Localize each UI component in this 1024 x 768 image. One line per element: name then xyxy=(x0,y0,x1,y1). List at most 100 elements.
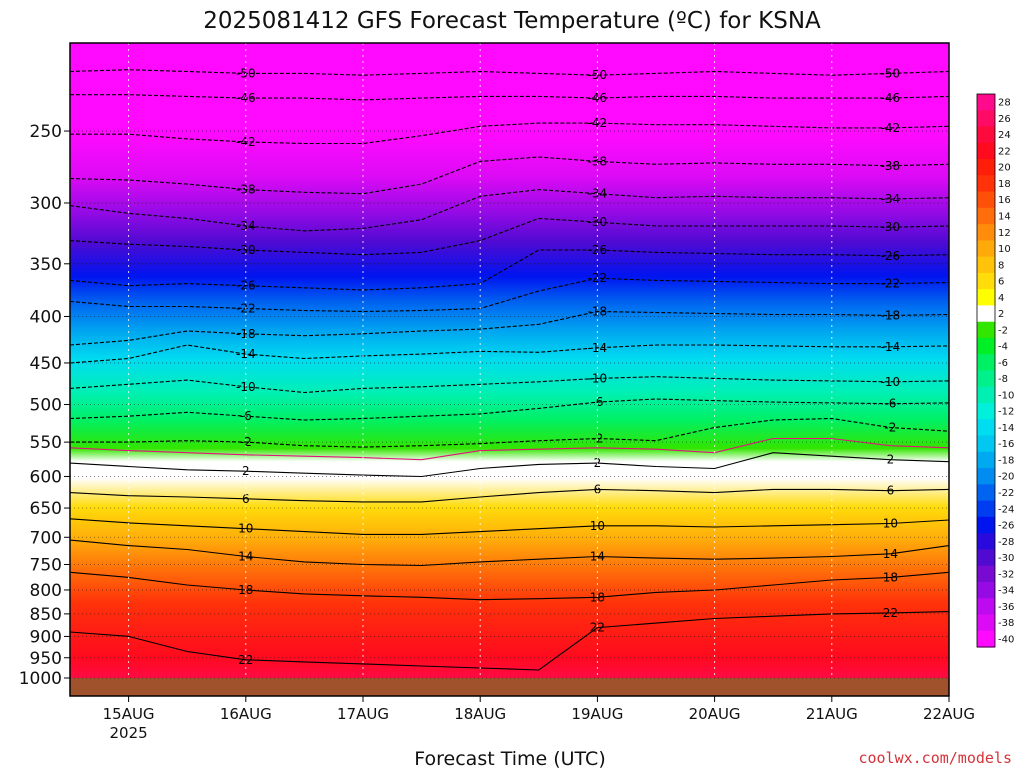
colorbar-label: -16 xyxy=(998,439,1014,450)
isotherm-14 xyxy=(70,539,949,567)
y-tick-label: 1000 xyxy=(19,669,62,689)
colorbar-swatch xyxy=(977,468,995,485)
isotherm-label: -38 xyxy=(588,154,608,168)
colorbar-swatch xyxy=(977,565,995,583)
colorbar-label: -14 xyxy=(998,423,1014,434)
isotherm--18 xyxy=(70,310,949,346)
isotherm-2 xyxy=(70,452,949,478)
isotherm-label: 10 xyxy=(883,517,898,531)
colorbar-label: -32 xyxy=(998,569,1014,580)
colorbar-swatch xyxy=(977,451,995,469)
isotherm--2 xyxy=(70,417,949,448)
colorbar-label: 6 xyxy=(998,277,1004,288)
isotherm-label: -14 xyxy=(588,341,608,355)
colorbar-swatch xyxy=(977,598,995,616)
colorbar-swatch xyxy=(977,370,995,388)
colorbar-label: -34 xyxy=(998,586,1014,597)
plot-area: -50 -50 -50-46 -46 -46-42-42 -42-38-38 -38-34-… xyxy=(70,43,949,696)
isotherm-label: -18 xyxy=(236,327,256,341)
x-tick-label: 19AUG xyxy=(571,705,623,723)
isotherm--6 xyxy=(70,398,949,421)
isotherm-6 xyxy=(70,488,949,503)
colorbar-label: -30 xyxy=(998,553,1014,564)
isotherm-label: 14 xyxy=(238,550,253,564)
y-tick-label: 750 xyxy=(30,555,62,575)
colorbar-label: -24 xyxy=(998,504,1014,515)
colorbar-swatch xyxy=(977,500,995,518)
credit-text: coolwx.com/models xyxy=(858,749,1012,767)
isotherm-label: -34 xyxy=(881,192,901,206)
isotherm--10 xyxy=(70,376,949,394)
isotherm-label: -6 xyxy=(884,397,896,411)
x-axis-label: Forecast Time (UTC) xyxy=(414,748,605,768)
y-tick-label: 250 xyxy=(30,122,62,142)
isotherm-label: 6 xyxy=(594,482,602,496)
colorbar-swatch xyxy=(977,126,995,144)
colorbar-label: 4 xyxy=(998,293,1004,304)
x-tick-label: 20AUG xyxy=(689,705,741,723)
colorbar-label: -4 xyxy=(998,342,1008,353)
y-tick-label: 600 xyxy=(30,467,62,487)
isotherm-label: -30 xyxy=(588,215,608,229)
colorbar-swatch xyxy=(977,516,995,534)
temperature-field xyxy=(70,43,949,696)
x-tick-label: 17AUG xyxy=(337,705,389,723)
isotherm-label: 6 xyxy=(242,492,250,506)
colorbar-swatch xyxy=(977,484,995,502)
colorbar-swatch xyxy=(977,533,995,551)
isotherm--34 xyxy=(70,189,949,232)
isotherm--30 xyxy=(70,217,949,256)
colorbar-swatch xyxy=(977,386,995,404)
colorbar-swatch xyxy=(977,354,995,372)
isotherm-lines: -50 -50 -50-46 -46 -46-42-42 -42-38-38 -38-34-… xyxy=(70,66,949,671)
isotherm--50 xyxy=(70,69,949,76)
colorbar-swatch xyxy=(977,435,995,453)
isotherm-18 xyxy=(70,571,949,601)
colorbar-swatch xyxy=(977,175,995,193)
colorbar-label: -8 xyxy=(998,374,1008,385)
x-tick-label: 21AUG xyxy=(806,705,858,723)
colorbar-label: 10 xyxy=(998,244,1011,255)
colorbar-label: 20 xyxy=(998,163,1011,174)
y-tick-label: 850 xyxy=(30,605,62,625)
isotherm-label: -18 xyxy=(588,305,608,319)
isotherm-label: -14 xyxy=(236,347,256,361)
isotherm-label: 10 xyxy=(590,519,605,533)
isotherm-label: -30 xyxy=(881,220,901,234)
isotherm-label: -38 xyxy=(881,159,901,173)
y-tick-label: 500 xyxy=(30,396,62,416)
isotherm-label: -18 xyxy=(881,309,901,323)
isotherm--14 xyxy=(70,344,949,364)
colorbar-label: 2 xyxy=(998,309,1004,320)
colorbar-swatch xyxy=(977,289,995,307)
colorbar-swatch xyxy=(977,94,995,111)
isotherm-label: 14 xyxy=(590,550,605,564)
colorbar-swatch xyxy=(977,224,995,241)
colorbar-label: -28 xyxy=(998,537,1014,548)
isotherm-label: -2 xyxy=(591,432,603,446)
y-tick-label: 650 xyxy=(30,499,62,519)
isotherm-label: -10 xyxy=(588,371,608,385)
isotherm-label: 2 xyxy=(887,453,895,467)
colorbar-label: 18 xyxy=(998,179,1011,190)
isotherm-label: -46 xyxy=(881,91,901,105)
isotherm-label: 10 xyxy=(238,522,253,536)
y-tick-label: 800 xyxy=(30,581,62,601)
isotherm-label: -42 xyxy=(588,116,608,130)
x-tick-label: 15AUG xyxy=(103,705,155,723)
colorbar-swatch xyxy=(977,207,995,225)
colorbar-label: 24 xyxy=(998,130,1011,141)
colorbar-label: -40 xyxy=(998,634,1014,645)
chart-title: 2025081412 GFS Forecast Temperature (ºC)… xyxy=(203,8,821,34)
isotherm--46 xyxy=(70,94,949,101)
y-tick-label: 300 xyxy=(30,194,62,214)
isotherm--42 xyxy=(70,122,949,145)
x-tick-label: 22AUG xyxy=(923,705,975,723)
isotherm-label: -14 xyxy=(881,340,901,354)
colorbar-label: -12 xyxy=(998,407,1014,418)
ground-surface xyxy=(70,678,949,696)
colorbar-label: 12 xyxy=(998,228,1011,239)
colorbar-swatch xyxy=(977,321,995,339)
isotherm-label: 6 xyxy=(887,484,895,498)
